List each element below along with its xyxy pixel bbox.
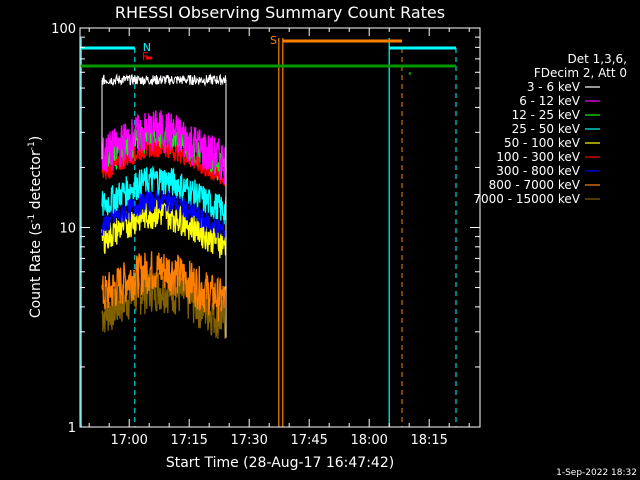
x-axis-ticks: 17:00 17:15 17:30 17:45 18:00 18:15 [88, 28, 470, 448]
y-tick-label: 100 [51, 22, 76, 37]
series-line [101, 251, 227, 322]
legend-label: 50 - 100 keV [504, 136, 581, 150]
saa-flag-label: S [270, 34, 277, 47]
generation-timestamp: 1-Sep-2022 18:32 [556, 468, 637, 478]
x-tick-label: 18:15 [410, 433, 447, 448]
chart-title: RHESSI Observing Summary Count Rates [115, 3, 445, 22]
series-line [101, 139, 227, 187]
decimation-flag-dot [408, 72, 411, 75]
x-tick-label: 17:15 [170, 433, 207, 448]
legend-header-line2: FDecim 2, Att 0 [534, 66, 627, 80]
y-tick-label: 10 [59, 222, 76, 237]
series-line [101, 165, 227, 225]
legend-header-line1: Det 1,3,6, [568, 52, 628, 66]
legend-label: 12 - 25 keV [512, 108, 581, 122]
x-tick-label: 17:00 [110, 433, 147, 448]
y-axis-ticks: 1 10 100 [51, 22, 480, 436]
y-tick-label: 1 [68, 421, 76, 436]
legend-label: 300 - 800 keV [496, 164, 580, 178]
legend-label: 3 - 6 keV [527, 80, 581, 94]
y-axis-label: Count Rate (s-1 detector-1) [27, 136, 44, 318]
legend-label: 25 - 50 keV [512, 122, 581, 136]
x-axis-label: Start Time (28-Aug-17 16:47:42) [166, 455, 394, 471]
x-tick-label: 17:45 [290, 433, 327, 448]
legend-label: 100 - 300 keV [496, 150, 580, 164]
data-marks: NF S [80, 34, 457, 427]
series-line [101, 73, 227, 87]
night-flag-label: N [143, 41, 151, 54]
legend-label: 7000 - 15000 keV [473, 192, 580, 206]
legend-label: 6 - 12 keV [519, 94, 581, 108]
legend-label: 800 - 7000 keV [489, 178, 581, 192]
x-tick-label: 17:30 [230, 433, 267, 448]
series-line [101, 190, 227, 241]
flare-flag-label: F [142, 50, 148, 63]
x-tick-label: 18:00 [350, 433, 387, 448]
series-line [101, 110, 227, 185]
plot-area: NF S [80, 34, 457, 427]
